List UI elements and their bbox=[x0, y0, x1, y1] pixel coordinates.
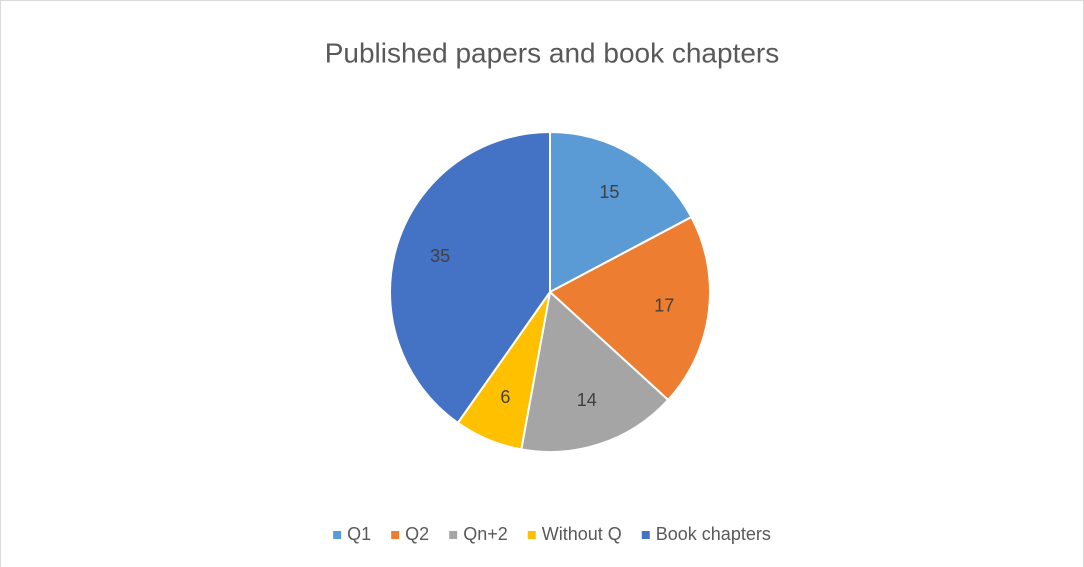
chart-title: Published papers and book chapters bbox=[325, 37, 780, 68]
pie-slice bbox=[548, 215, 711, 402]
pie-slice bbox=[520, 290, 670, 453]
data-label: 17 bbox=[654, 295, 674, 315]
legend-swatch bbox=[333, 531, 342, 539]
legend-label: Q1 bbox=[347, 524, 371, 544]
pie-slice bbox=[549, 130, 693, 294]
legend-swatch bbox=[641, 531, 650, 539]
legend-swatch bbox=[527, 531, 536, 539]
legend-swatch bbox=[391, 531, 400, 539]
legend-swatch bbox=[449, 531, 458, 539]
data-label: 6 bbox=[500, 387, 510, 407]
legend-label: Q2 bbox=[405, 524, 429, 544]
data-label: 14 bbox=[577, 390, 597, 410]
legend-label: Qn+2 bbox=[463, 524, 508, 544]
pie-slice bbox=[389, 130, 551, 425]
legend-label: Book chapters bbox=[656, 524, 771, 544]
data-label: 35 bbox=[430, 246, 450, 266]
legend-label: Without Q bbox=[542, 524, 622, 544]
data-label: 15 bbox=[599, 182, 619, 202]
